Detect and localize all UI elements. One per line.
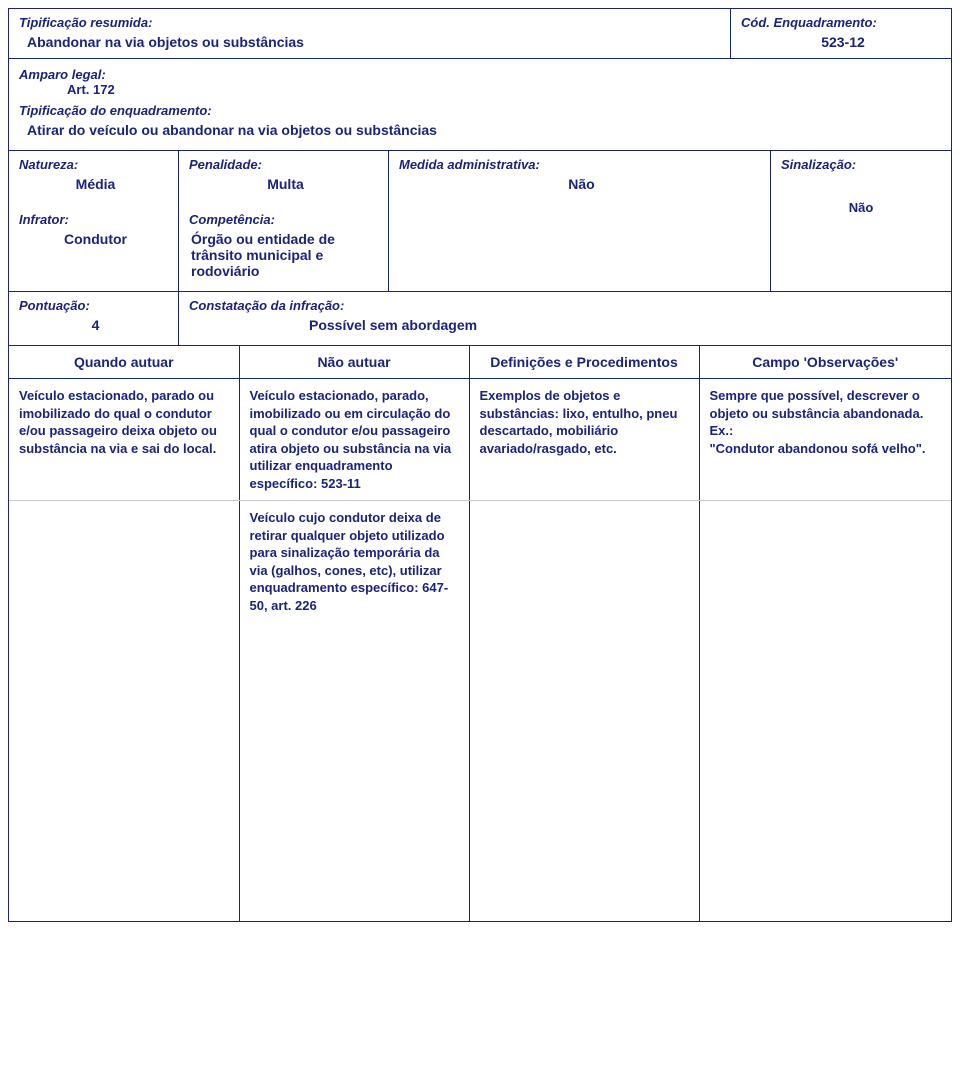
cell-nao-autuar-2: Veículo cujo condutor deixa de retirar q… xyxy=(239,501,469,921)
tipificacao-value: Abandonar na via objetos ou substâncias xyxy=(19,30,720,52)
competencia-label: Competência: xyxy=(189,212,378,227)
header-right: Cód. Enquadramento: 523-12 xyxy=(731,9,951,59)
attributes-row: Natureza: Média Infrator: Condutor Penal… xyxy=(9,151,951,292)
cell-observacoes-1: Sempre que possível, descrever o objeto … xyxy=(699,379,951,501)
medida-label: Medida administrativa: xyxy=(399,157,760,172)
th-quando-autuar: Quando autuar xyxy=(9,346,239,379)
sinalizacao-label: Sinalização: xyxy=(781,157,941,172)
penalidade-value: Multa xyxy=(189,172,378,194)
main-table: Quando autuar Não autuar Definições e Pr… xyxy=(9,346,951,921)
col-natureza-infrator: Natureza: Média Infrator: Condutor xyxy=(9,151,179,291)
col-pontuacao: Pontuação: 4 xyxy=(9,292,179,345)
constatacao-label: Constatação da infração: xyxy=(189,298,941,313)
cell-definicoes-1: Exemplos de objetos e substâncias: lixo,… xyxy=(469,379,699,501)
penalidade-label: Penalidade: xyxy=(189,157,378,172)
amparo-value: Art. 172 xyxy=(19,82,941,97)
th-observacoes: Campo 'Observações' xyxy=(699,346,951,379)
cod-enquadramento-value: 523-12 xyxy=(741,30,941,52)
cell-definicoes-2 xyxy=(469,501,699,921)
natureza-label: Natureza: xyxy=(19,157,168,172)
cell-quando-autuar-1: Veículo estacionado, parado ou imobiliza… xyxy=(9,379,239,501)
sinalizacao-value: Não xyxy=(781,172,941,215)
pontuacao-value: 4 xyxy=(19,313,168,335)
amparo-label: Amparo legal: xyxy=(19,67,941,82)
amparo-block: Amparo legal: Art. 172 Tipificação do en… xyxy=(9,59,951,151)
tip-enq-value: Atirar do veículo ou abandonar na via ob… xyxy=(19,118,941,140)
natureza-value: Média xyxy=(19,172,168,194)
table-row: Veículo cujo condutor deixa de retirar q… xyxy=(9,501,951,921)
cell-observacoes-2 xyxy=(699,501,951,921)
col-sinalizacao: Sinalização: Não xyxy=(771,151,951,291)
col-medida: Medida administrativa: Não xyxy=(389,151,771,291)
infrator-label: Infrator: xyxy=(19,212,168,227)
tipificacao-label: Tipificação resumida: xyxy=(19,15,720,30)
competencia-value: Órgão ou entidade de trânsito municipal … xyxy=(189,227,378,281)
document-frame: Tipificação resumida: Abandonar na via o… xyxy=(8,8,952,922)
constatacao-value: Possível sem abordagem xyxy=(189,313,941,335)
table-row: Veículo estacionado, parado ou imobiliza… xyxy=(9,379,951,501)
cell-nao-autuar-1: Veículo estacionado, parado, imobilizado… xyxy=(239,379,469,501)
col-penalidade-competencia: Penalidade: Multa Competência: Órgão ou … xyxy=(179,151,389,291)
infrator-value: Condutor xyxy=(19,227,168,249)
th-definicoes: Definições e Procedimentos xyxy=(469,346,699,379)
th-nao-autuar: Não autuar xyxy=(239,346,469,379)
cell-quando-autuar-2 xyxy=(9,501,239,921)
pontuacao-label: Pontuação: xyxy=(19,298,168,313)
pontuacao-row: Pontuação: 4 Constatação da infração: Po… xyxy=(9,292,951,346)
tip-enq-label: Tipificação do enquadramento: xyxy=(19,103,941,118)
col-constatacao: Constatação da infração: Possível sem ab… xyxy=(179,292,951,345)
header-left: Tipificação resumida: Abandonar na via o… xyxy=(9,9,731,59)
header-row: Tipificação resumida: Abandonar na via o… xyxy=(9,9,951,59)
medida-value: Não xyxy=(399,172,760,194)
cod-enquadramento-label: Cód. Enquadramento: xyxy=(741,15,941,30)
table-header-row: Quando autuar Não autuar Definições e Pr… xyxy=(9,346,951,379)
